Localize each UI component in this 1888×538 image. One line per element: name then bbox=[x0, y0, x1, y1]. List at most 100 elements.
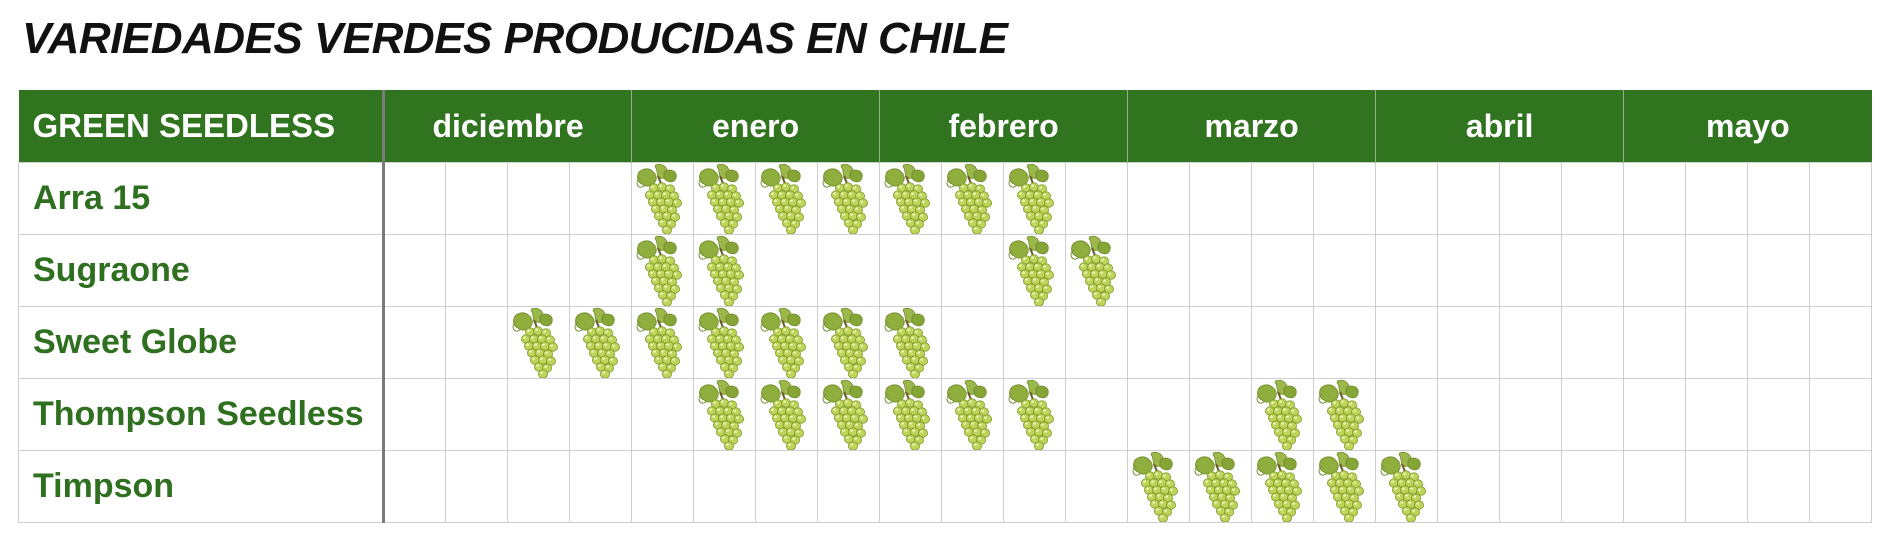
week-cell bbox=[445, 162, 508, 235]
week-cell bbox=[1313, 162, 1377, 235]
week-cell bbox=[693, 162, 757, 235]
week-cell bbox=[817, 306, 881, 379]
variety-name: Timpson bbox=[18, 450, 385, 523]
page-title: VARIEDADES VERDES PRODUCIDAS EN CHILE bbox=[22, 14, 1008, 63]
week-cell bbox=[1003, 162, 1067, 235]
week-cell bbox=[1251, 378, 1315, 451]
week-cell bbox=[1809, 306, 1873, 379]
variety-name: Sugraone bbox=[18, 234, 385, 307]
week-cell bbox=[1499, 306, 1563, 379]
table-row: Arra 15 bbox=[18, 162, 1873, 235]
week-cell bbox=[1251, 234, 1315, 307]
header-row: GREEN SEEDLESS diciembre enero febrero m… bbox=[18, 90, 1872, 163]
week-cell bbox=[755, 162, 819, 235]
grape-bunch-icon bbox=[636, 164, 683, 234]
week-cell bbox=[1065, 234, 1129, 307]
week-cell bbox=[1437, 378, 1501, 451]
week-cell bbox=[1623, 162, 1687, 235]
grape-bunch-icon bbox=[884, 164, 931, 234]
week-cell bbox=[693, 234, 757, 307]
week-cell bbox=[1747, 306, 1811, 379]
week-cell bbox=[693, 450, 757, 523]
week-cell bbox=[445, 306, 508, 379]
week-cell bbox=[1685, 162, 1749, 235]
week-cell bbox=[941, 378, 1005, 451]
week-cell bbox=[879, 234, 943, 307]
week-cell bbox=[507, 162, 570, 235]
grape-bunch-icon bbox=[636, 236, 683, 306]
week-cell bbox=[1623, 450, 1687, 523]
week-cell bbox=[1313, 378, 1377, 451]
week-cell bbox=[1809, 162, 1873, 235]
week-cell bbox=[1561, 162, 1625, 235]
grape-bunch-icon bbox=[574, 308, 621, 378]
grape-bunch-icon bbox=[1256, 452, 1303, 522]
grape-bunch-icon bbox=[946, 164, 993, 234]
week-cell bbox=[1437, 162, 1501, 235]
week-cell bbox=[1499, 234, 1563, 307]
grape-bunch-icon bbox=[760, 380, 807, 450]
grape-bunch-icon bbox=[884, 308, 931, 378]
grape-bunch-icon bbox=[698, 308, 745, 378]
grape-bunch-icon bbox=[884, 380, 931, 450]
month-header: mayo bbox=[1623, 90, 1872, 163]
month-header: abril bbox=[1375, 90, 1625, 163]
week-cell bbox=[879, 378, 943, 451]
week-cell bbox=[1127, 378, 1191, 451]
week-cell bbox=[1251, 162, 1315, 235]
grape-bunch-icon bbox=[1132, 452, 1179, 522]
grape-bunch-icon bbox=[1318, 452, 1365, 522]
week-cell bbox=[445, 450, 508, 523]
week-cell bbox=[755, 378, 819, 451]
week-cell bbox=[383, 162, 446, 235]
week-cell bbox=[1499, 162, 1563, 235]
grape-bunch-icon bbox=[760, 308, 807, 378]
week-cell bbox=[941, 162, 1005, 235]
week-cell bbox=[383, 450, 446, 523]
grape-bunch-icon bbox=[1380, 452, 1427, 522]
week-cell bbox=[941, 450, 1005, 523]
grape-bunch-icon bbox=[1008, 380, 1055, 450]
week-cell bbox=[1809, 450, 1873, 523]
grape-bunch-icon bbox=[1318, 380, 1365, 450]
week-cell bbox=[1189, 162, 1253, 235]
week-cell bbox=[1623, 378, 1687, 451]
week-cell bbox=[631, 234, 695, 307]
week-cell bbox=[507, 450, 570, 523]
week-cell bbox=[1003, 306, 1067, 379]
week-cell bbox=[1685, 378, 1749, 451]
grape-bunch-icon bbox=[760, 164, 807, 234]
week-cell bbox=[1809, 234, 1873, 307]
week-cell bbox=[1127, 234, 1191, 307]
variety-name: Thompson Seedless bbox=[18, 378, 385, 451]
week-cell bbox=[507, 378, 570, 451]
week-cell bbox=[1437, 306, 1501, 379]
week-cell bbox=[1623, 306, 1687, 379]
week-cell bbox=[568, 306, 633, 379]
week-cell bbox=[693, 306, 757, 379]
week-cell bbox=[383, 378, 446, 451]
month-header: diciembre bbox=[383, 90, 633, 163]
week-cell bbox=[817, 378, 881, 451]
week-cell bbox=[755, 306, 819, 379]
week-cell bbox=[1127, 450, 1191, 523]
week-cell bbox=[631, 306, 695, 379]
week-cell bbox=[1313, 306, 1377, 379]
week-cell bbox=[1189, 306, 1253, 379]
table-row: Sweet Globe bbox=[18, 306, 1873, 379]
week-cell bbox=[1561, 306, 1625, 379]
week-cell bbox=[383, 306, 446, 379]
grape-bunch-icon bbox=[1008, 164, 1055, 234]
grape-bunch-icon bbox=[698, 164, 745, 234]
week-cell bbox=[1251, 450, 1315, 523]
week-cell bbox=[1065, 306, 1129, 379]
grape-bunch-icon bbox=[512, 308, 559, 378]
grape-bunch-icon bbox=[698, 236, 745, 306]
week-cell bbox=[1065, 450, 1129, 523]
week-cell bbox=[568, 450, 633, 523]
week-cell bbox=[1003, 450, 1067, 523]
month-header: marzo bbox=[1127, 90, 1377, 163]
grape-bunch-icon bbox=[698, 380, 745, 450]
category-header: GREEN SEEDLESS bbox=[18, 90, 385, 163]
week-cell bbox=[1003, 234, 1067, 307]
